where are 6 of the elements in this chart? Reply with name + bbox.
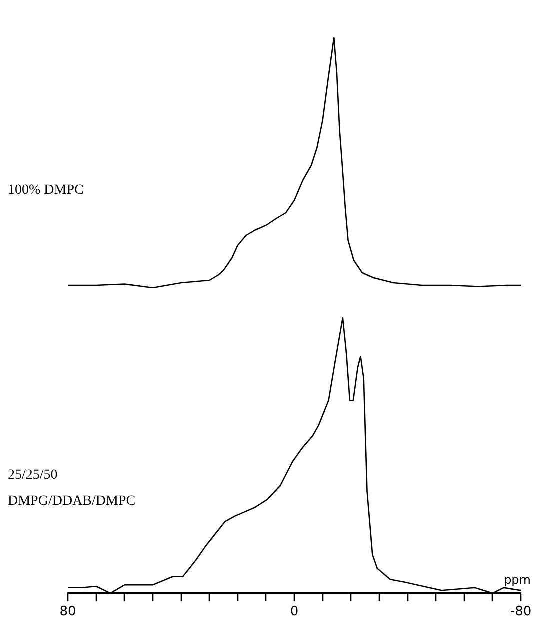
text: 25/25/50 DMPG/DDAB/DMPC xyxy=(8,467,137,511)
x-tick-label: 80 xyxy=(60,604,76,620)
x-tick-label: -80 xyxy=(510,604,532,620)
text: 100% DMPC xyxy=(8,182,85,200)
x-tick-label: 0 xyxy=(290,604,299,620)
x-axis-title: ppm xyxy=(504,573,531,587)
